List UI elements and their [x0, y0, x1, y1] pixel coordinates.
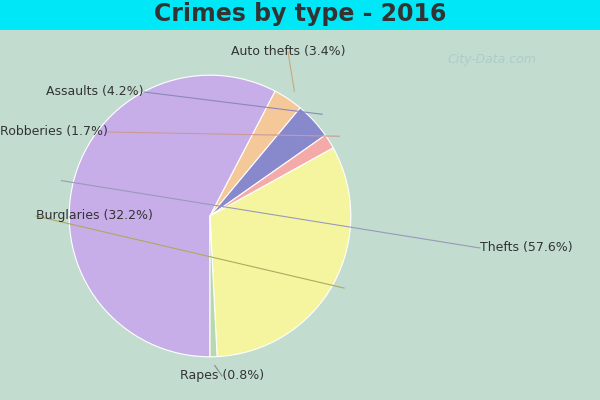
Wedge shape: [210, 148, 351, 357]
Text: Burglaries (32.2%): Burglaries (32.2%): [36, 210, 153, 222]
Text: Crimes by type - 2016: Crimes by type - 2016: [154, 2, 446, 26]
Text: Robberies (1.7%): Robberies (1.7%): [0, 126, 108, 138]
Text: City-Data.com: City-Data.com: [448, 53, 536, 66]
Text: Assaults (4.2%): Assaults (4.2%): [47, 86, 144, 98]
Wedge shape: [210, 135, 333, 216]
Wedge shape: [210, 108, 325, 216]
Wedge shape: [69, 75, 275, 357]
Wedge shape: [210, 216, 217, 357]
Text: Thefts (57.6%): Thefts (57.6%): [480, 242, 572, 254]
Wedge shape: [210, 91, 300, 216]
Text: Auto thefts (3.4%): Auto thefts (3.4%): [231, 46, 345, 58]
Text: Rapes (0.8%): Rapes (0.8%): [180, 370, 264, 382]
